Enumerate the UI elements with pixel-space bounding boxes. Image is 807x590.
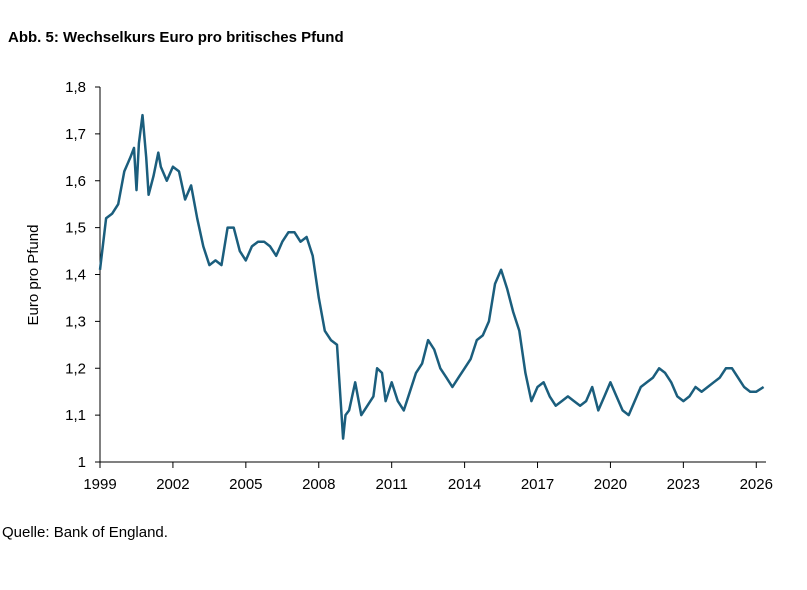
- x-tick-label: 2014: [448, 476, 481, 493]
- y-tick-label: 1,2: [65, 360, 86, 377]
- x-tick-label: 2020: [594, 476, 627, 493]
- chart-title: Abb. 5: Wechselkurs Euro pro britisches …: [8, 29, 344, 46]
- y-tick-label: 1,8: [65, 79, 86, 96]
- source-note: Quelle: Bank of England.: [2, 524, 168, 541]
- y-tick-label: 1,7: [65, 126, 86, 143]
- x-tick-label: 2002: [156, 476, 189, 493]
- x-tick-label: 2017: [521, 476, 554, 493]
- x-tick-label: 2011: [376, 476, 408, 493]
- y-tick-label: 1: [78, 454, 86, 471]
- y-tick-label: 1,5: [65, 220, 86, 237]
- x-tick-label: 2005: [229, 476, 262, 493]
- x-tick-label: 2008: [302, 476, 335, 493]
- x-tick-label: 2026: [740, 476, 773, 493]
- y-tick-label: 1,3: [65, 313, 86, 330]
- data-line: [98, 113, 765, 440]
- y-tick-label: 1,4: [65, 267, 86, 284]
- y-tick-label: 1,1: [65, 407, 86, 424]
- x-tick-label: 1999: [83, 476, 116, 493]
- y-tick-label: 1,6: [65, 173, 86, 190]
- y-axis-label: Euro pro Pfund: [25, 225, 42, 326]
- x-tick-label: 2023: [667, 476, 700, 493]
